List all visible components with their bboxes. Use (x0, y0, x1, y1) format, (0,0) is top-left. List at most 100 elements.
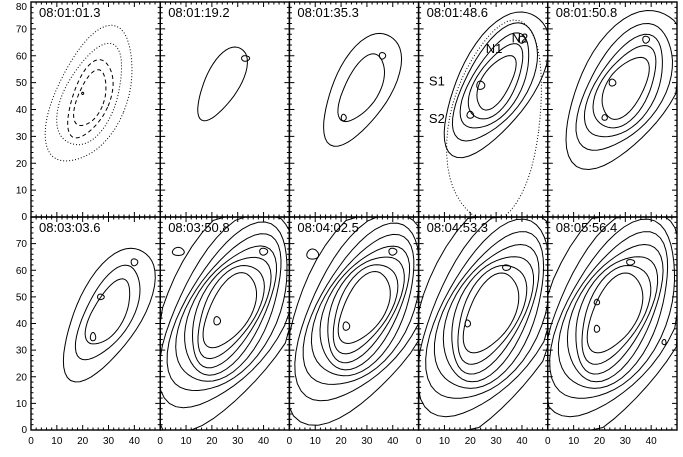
contour-line (626, 259, 636, 266)
contour-line (130, 258, 139, 267)
contour-line (547, 216, 678, 418)
x-tick-label: 10 (439, 436, 451, 447)
x-tick-label: 40 (258, 436, 270, 447)
x-tick-label: 0 (287, 436, 293, 447)
panel-time-label: 08:01:48.6 (427, 5, 488, 20)
contour-line (337, 53, 386, 123)
panel-time-label: 08:01:19.2 (168, 5, 229, 20)
contour-line (451, 256, 534, 375)
x-tick-label: 20 (336, 436, 348, 447)
contour-line (319, 245, 411, 371)
contour-line (310, 233, 415, 377)
contour-line (67, 59, 114, 139)
x-tick-label: 0 (416, 436, 422, 447)
contour-line (518, 35, 526, 44)
contour-line (586, 272, 644, 354)
contour-line (327, 256, 405, 364)
panel-time-label: 08:01:50.8 (556, 5, 617, 20)
contour-line (89, 332, 97, 342)
contour-line (502, 264, 512, 271)
y-tick-label: 20 (16, 372, 28, 383)
panel-8: 08:04:02.5 0 10 20 30 40 (287, 216, 420, 447)
panel-frame (288, 1, 420, 218)
contour-line (84, 278, 131, 345)
panel-7: 08:03:50.8 0 10 20 30 40 (157, 216, 291, 447)
feature-label: N2 (512, 30, 529, 45)
contour-line (56, 42, 122, 146)
feature-label: N1 (486, 41, 503, 56)
contour-line (581, 264, 652, 365)
y-tick-label: 70 (16, 24, 28, 35)
panel-9: 08:04:53.3 0 10 20 30 40 (416, 216, 549, 447)
panel-1: 08:01:01.3 0 10 20 30 40 50 60 70 80 (16, 1, 161, 223)
contour-line (171, 246, 185, 257)
contour-line (476, 80, 486, 90)
contour-line (340, 113, 347, 122)
feature-label: S2 (429, 111, 445, 126)
x-tick-label: 40 (646, 436, 658, 447)
panel-frame (547, 1, 678, 218)
contour-line (433, 231, 545, 389)
y-tick-label: 50 (16, 292, 28, 303)
contour-line (661, 339, 667, 346)
contour-line (583, 33, 663, 138)
y-tick-label: 80 (16, 2, 28, 13)
contour-line (418, 216, 549, 431)
contour-line (457, 264, 528, 365)
panel-time-label: 08:04:02.5 (297, 220, 358, 235)
contour-line (73, 69, 107, 126)
contour-line (476, 55, 517, 111)
panel-time-label: 08:01:01.3 (39, 5, 100, 20)
y-tick-label: 20 (16, 159, 28, 170)
x-tick-label: 30 (361, 436, 373, 447)
y-tick-label: 10 (16, 186, 28, 197)
panel-time-label: 08:01:35.3 (297, 5, 358, 20)
panel-3: 08:01:35.3 (288, 1, 420, 218)
contour-line (566, 243, 664, 383)
contour-line (337, 270, 391, 345)
panel-frame (30, 216, 161, 431)
contour-line (575, 256, 659, 375)
contour-line (306, 248, 320, 260)
x-tick-label: 10 (568, 436, 580, 447)
x-tick-label: 0 (28, 436, 34, 447)
contour-line (184, 245, 278, 376)
x-tick-label: 0 (157, 436, 163, 447)
x-tick-label: 40 (387, 436, 399, 447)
panel-5: 08:01:50.8 (547, 1, 678, 218)
contour-line (592, 44, 657, 129)
y-tick-label: 70 (16, 239, 28, 250)
panel-6: 08:03:03.6 0 10 20 30 40 50 60 70 0 10 20 30 40 (16, 216, 161, 447)
x-tick-label: 40 (129, 436, 141, 447)
y-tick-label: 40 (16, 105, 28, 116)
y-tick-label: 30 (16, 346, 28, 357)
y-tick-label: 0 (21, 425, 27, 436)
contour-line (557, 231, 669, 389)
y-tick-label: 60 (16, 51, 28, 62)
panel-time-label: 08:04:53.3 (427, 220, 488, 235)
contour-line (166, 221, 288, 392)
panel-frame (159, 1, 291, 218)
feature-label: S1 (429, 73, 445, 88)
x-tick-label: 40 (516, 436, 528, 447)
x-tick-label: 20 (594, 436, 606, 447)
x-tick-label: 30 (620, 436, 632, 447)
y-tick-label: 60 (16, 266, 28, 277)
contour-line (259, 247, 269, 256)
contour-line (378, 51, 387, 60)
x-tick-label: 10 (310, 436, 322, 447)
y-tick-label: 30 (16, 132, 28, 143)
contour-line (466, 110, 475, 119)
contour-line (241, 55, 251, 62)
contour-line (464, 319, 471, 328)
contour-line (197, 46, 248, 122)
panel-time-label: 08:05:56.4 (556, 220, 617, 235)
contour-line (608, 78, 617, 87)
panel-2: 08:01:19.2 (159, 1, 291, 218)
contour-line (459, 32, 530, 129)
contour-line (593, 324, 601, 333)
contour-line (81, 91, 85, 95)
panel-time-label: 08:03:50.8 (168, 220, 229, 235)
contour-line (62, 247, 156, 383)
x-tick-label: 20 (77, 436, 89, 447)
